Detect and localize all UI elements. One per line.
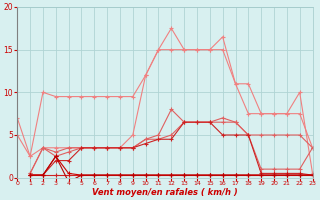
- X-axis label: Vent moyen/en rafales ( km/h ): Vent moyen/en rafales ( km/h ): [92, 188, 238, 197]
